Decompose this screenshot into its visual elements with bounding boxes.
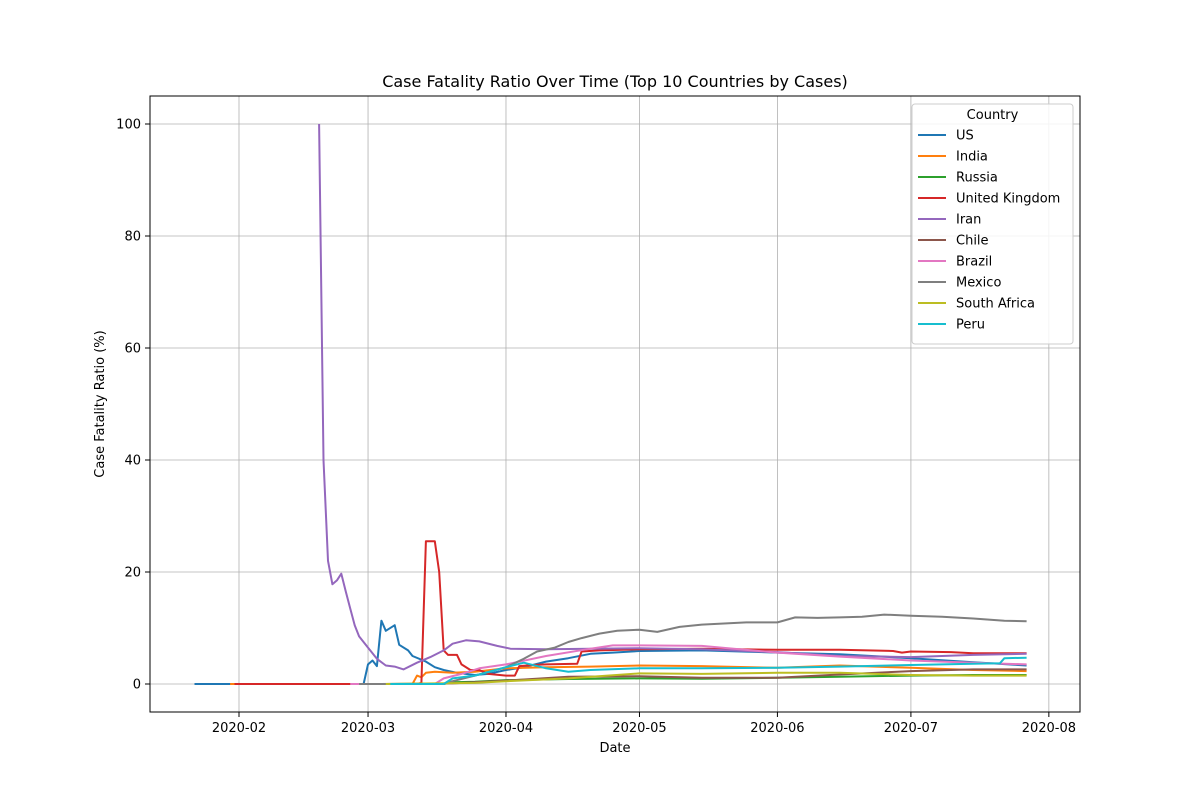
x-tick-label: 2020-05 [612, 721, 666, 736]
legend-items: US India Russia United Kingdom Iran Chile Braz… [918, 129, 1060, 333]
legend-label-iran: Iran [956, 213, 981, 228]
y-tick-label: 20 [124, 566, 141, 581]
y-tick-label: 40 [124, 454, 141, 469]
x-tick-label: 2020-03 [341, 721, 395, 736]
legend-label-chile: Chile [956, 234, 989, 249]
x-tick-label: 2020-08 [1022, 721, 1076, 736]
series-line-south-africa [385, 671, 1027, 685]
legend-label-us: US [956, 129, 974, 144]
series-line-peru [390, 656, 1027, 685]
legend-label-south-africa: South Africa [956, 297, 1035, 312]
x-tick-label: 2020-04 [479, 721, 533, 736]
legend-label-peru: Peru [956, 318, 985, 333]
series-line-iran [318, 123, 1027, 671]
x-tick-label: 2020-02 [212, 721, 266, 736]
y-tick-label: 0 [133, 678, 141, 693]
legend-label-brazil: Brazil [956, 255, 992, 270]
series-line-mexico [359, 613, 1027, 685]
y-tick-label: 80 [124, 230, 141, 245]
x-tick-label: 2020-07 [884, 721, 938, 736]
legend-title: Country [967, 108, 1019, 123]
plot-frame [149, 95, 1081, 713]
series-line-united-kingdom [234, 540, 1027, 685]
axis-ticks: 2020-02 2020-03 2020-04 2020-05 2020-06 2020-… [116, 118, 1076, 737]
x-axis-label: Date [599, 741, 630, 756]
x-tick-label: 2020-06 [750, 721, 804, 736]
y-axis-label: Case Fatality Ratio (%) [93, 330, 108, 477]
legend-label-mexico: Mexico [956, 276, 1001, 291]
chart-title: Case Fatality Ratio Over Time (Top 10 Co… [382, 72, 848, 91]
legend-label-united-kingdom: United Kingdom [956, 192, 1060, 207]
legend-label-india: India [956, 150, 988, 165]
series-line-brazil [350, 644, 1027, 685]
series-lines [194, 123, 1027, 685]
y-tick-label: 60 [124, 342, 141, 357]
legend: Country US India Russia United Kingdom Iran C… [911, 103, 1074, 345]
y-tick-label: 100 [116, 118, 141, 133]
legend-box [911, 103, 1074, 345]
legend-label-russia: Russia [956, 171, 998, 186]
